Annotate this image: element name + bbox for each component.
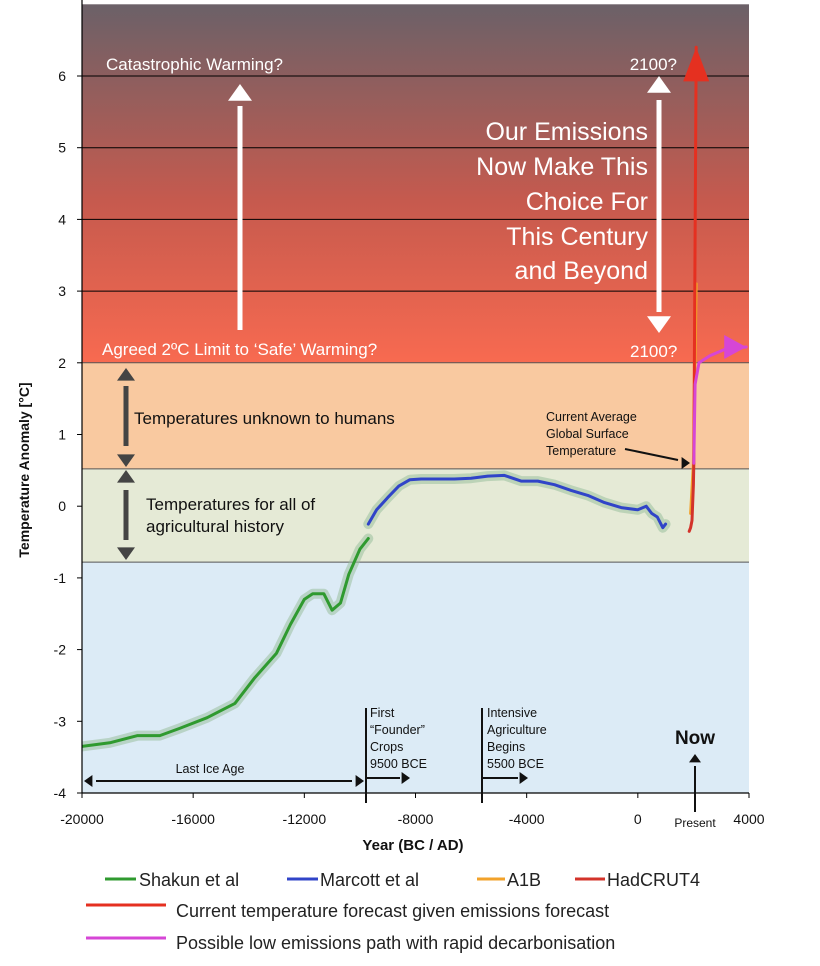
bottom-2100-label: 2100?	[630, 342, 677, 361]
choice-arrow-head-down	[647, 316, 671, 333]
band-agricultural-history	[82, 468, 749, 563]
axes: -4 -3 -2 -1 0 1 2 3 4 5 6 -20000 -16000 -12000 -8000 -4…	[54, 0, 765, 827]
ice-age-arrow-left	[84, 775, 93, 787]
founder-line-1: First	[370, 706, 395, 720]
founder-crops-pointer-head	[401, 772, 410, 784]
legend-label-marcott: Marcott et al	[320, 870, 419, 890]
founder-line-3: Crops	[370, 740, 403, 754]
forecast-arrowhead	[683, 47, 710, 82]
present-label: Present	[674, 816, 716, 830]
unknown-range-arrow-down	[117, 454, 135, 467]
legend-label-hadcrut: HadCRUT4	[607, 870, 700, 890]
annotations	[84, 76, 701, 812]
y-tick-label: 4	[58, 211, 66, 227]
emissions-line-3: Choice For	[526, 188, 648, 216]
x-tick-label: 4000	[733, 811, 764, 827]
current-average-pointer	[624, 448, 679, 461]
intensive-agri-pointer-head	[519, 772, 528, 784]
intensive-line-2: Agriculture	[487, 723, 547, 737]
choice-arrow-head-up	[647, 76, 671, 93]
founder-line-4: 9500 BCE	[370, 757, 427, 771]
x-tick-label: -4000	[509, 811, 545, 827]
unknown-range-arrow-up	[117, 368, 135, 381]
unknown-temps-label: Temperatures unknown to humans	[134, 409, 395, 428]
current-average-line-1: Current Average	[546, 410, 637, 424]
last-ice-age-label: Last Ice Age	[176, 762, 245, 776]
temperature-bands	[82, 4, 749, 793]
low-emissions-arrowhead	[724, 335, 747, 360]
emissions-line-5: and Beyond	[515, 257, 648, 285]
intensive-line-1: Intensive	[487, 706, 537, 720]
emissions-line-4: This Century	[506, 223, 648, 251]
founder-line-2: “Founder”	[370, 723, 425, 737]
current-average-pointer-head	[681, 457, 690, 469]
agri-history-line-2: agricultural history	[146, 517, 284, 536]
x-tick-label: -16000	[171, 811, 215, 827]
agri-range-arrow-up	[117, 470, 135, 483]
gridlines	[82, 75, 749, 563]
emissions-line-1: Our Emissions	[485, 118, 648, 146]
legend: Shakun et al Marcott et al A1B HadCRUT4 …	[86, 870, 700, 953]
top-2100-label: 2100?	[630, 55, 677, 74]
intensive-line-3: Begins	[487, 740, 525, 754]
series-line-marcott-et-al	[366, 473, 668, 530]
y-tick-label: 0	[58, 498, 66, 514]
now-arrow-head	[689, 754, 701, 763]
agri-history-line-1: Temperatures for all of	[146, 495, 315, 514]
x-tick-label: -8000	[398, 811, 434, 827]
y-tick-label: -1	[54, 570, 67, 586]
current-average-line-3: Temperature	[546, 444, 616, 458]
emissions-line-2: Now Make This	[476, 153, 648, 181]
band-past-temperatures	[82, 562, 749, 793]
y-tick-label: -3	[54, 713, 67, 729]
ice-age-arrow-right	[355, 775, 364, 787]
now-label: Now	[675, 728, 715, 749]
legend-label-shakun: Shakun et al	[139, 870, 239, 890]
y-tick-label: -2	[54, 642, 67, 658]
catastrophic-arrow-head	[228, 84, 252, 101]
y-tick-label: 2	[58, 355, 66, 371]
y-tick-label: 1	[58, 427, 66, 443]
x-tick-label: 0	[634, 811, 642, 827]
x-axis-label: Year (BC / AD)	[362, 837, 463, 854]
y-tick-label: 5	[58, 140, 66, 156]
x-tick-label: -12000	[283, 811, 327, 827]
y-tick-label: -4	[54, 785, 67, 801]
agri-range-arrow-down	[117, 547, 135, 560]
series-line-shakun-et-al	[82, 537, 370, 748]
legend-label-forecast: Current temperature forecast given emiss…	[176, 901, 609, 921]
band-warming	[82, 4, 749, 363]
y-tick-label: 3	[58, 283, 66, 299]
y-axis-label: Temperature Anomaly [°C]	[16, 382, 32, 557]
catastrophic-warming-label: Catastrophic Warming?	[106, 55, 283, 74]
data-series	[82, 45, 748, 752]
legend-label-low-emissions: Possible low emissions path with rapid d…	[176, 933, 615, 953]
current-average-line-2: Global Surface	[546, 427, 629, 441]
agreed-limit-label: Agreed 2ºC Limit to ‘Safe’ Warming?	[102, 340, 377, 359]
y-tick-label: 6	[58, 68, 66, 84]
series-line-hadcrut4	[687, 461, 696, 533]
intensive-line-4: 5500 BCE	[487, 757, 544, 771]
x-tick-label: -20000	[60, 811, 104, 827]
legend-label-a1b: A1B	[507, 870, 541, 890]
